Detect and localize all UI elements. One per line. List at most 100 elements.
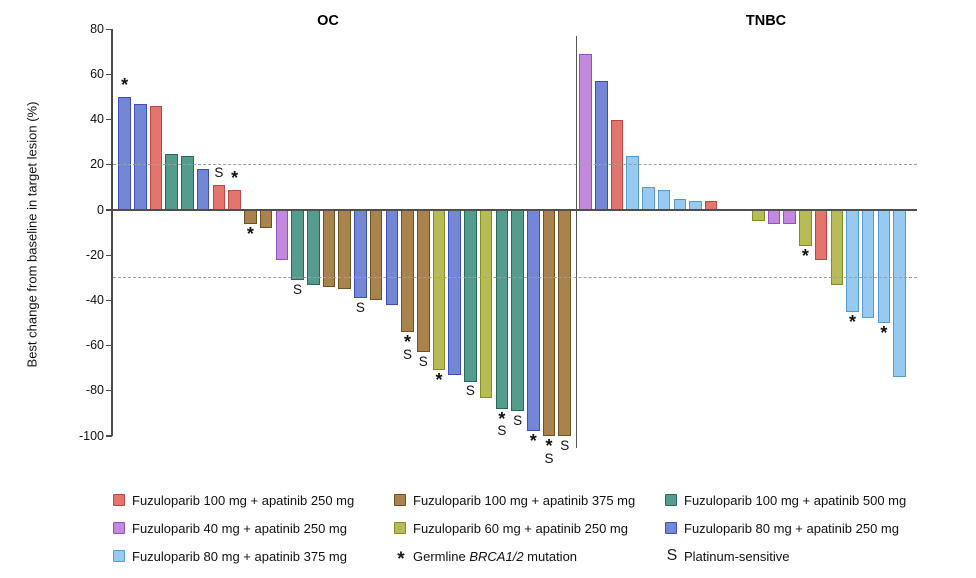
- bar-oc-13: [306, 210, 320, 285]
- y-tick-label: -100: [78, 428, 104, 443]
- platinum-sensitive-marker: S: [544, 450, 554, 466]
- bar-tnbc-21: [893, 210, 906, 378]
- bar-oc-23: [464, 210, 477, 382]
- legend-label: Fuzuloparib 60 mg + apatinib 250 mg: [413, 520, 628, 536]
- legend-swatch: [113, 494, 125, 506]
- bar-oc-6: [196, 169, 210, 210]
- brca-mutation-marker: *: [880, 323, 888, 343]
- legend-label: Fuzuloparib 100 mg + apatinib 375 mg: [413, 492, 636, 508]
- legend-label: Fuzuloparib 100 mg + apatinib 500 mg: [684, 492, 907, 508]
- platinum-sensitive-marker: S: [513, 412, 523, 428]
- panel-divider: [575, 36, 577, 448]
- bar-oc-20: [416, 210, 430, 353]
- bar-oc-3: [149, 106, 163, 210]
- y-tick: [105, 344, 113, 347]
- y-tick-label: -80: [85, 383, 104, 398]
- brca-mutation-marker: *: [246, 223, 254, 244]
- zero-baseline: [112, 209, 917, 211]
- y-tick-label: 80: [90, 21, 104, 36]
- y-tick-label: -20: [85, 247, 104, 262]
- legend-label: Fuzuloparib 80 mg + apatinib 250 mg: [684, 520, 899, 536]
- bar-oc-12: [291, 210, 304, 281]
- legend-item: Fuzuloparib 80 mg + apatinib 375 mg: [113, 548, 347, 564]
- legend-swatch: [394, 522, 406, 534]
- brca-mutation-marker: *: [404, 332, 412, 353]
- platinum-sensitive-marker: S: [497, 423, 507, 439]
- platinum-sensitive-marker: S: [465, 383, 475, 399]
- bar-oc-16: [354, 210, 367, 299]
- legend-label: Fuzuloparib 80 mg + apatinib 375 mg: [132, 548, 347, 564]
- y-tick: [105, 209, 113, 211]
- legend-label: Fuzuloparib 40 mg + apatinib 250 mg: [132, 520, 347, 536]
- bar-oc-7: [212, 185, 226, 210]
- y-tick-label: 0: [97, 202, 104, 217]
- bar-oc-14: [322, 210, 336, 287]
- platinum-sensitive-marker: S: [418, 353, 428, 369]
- bar-oc-19: [401, 210, 414, 333]
- y-tick-label: 40: [90, 112, 104, 127]
- brca-mutation-marker: *: [121, 75, 129, 95]
- bar-oc-27: [527, 210, 540, 432]
- legend-item: Fuzuloparib 100 mg + apatinib 375 mg: [394, 492, 635, 508]
- bar-oc-11: [275, 210, 289, 260]
- bar-oc-18: [385, 210, 399, 305]
- bar-tnbc-2: [595, 81, 608, 210]
- legend-item: Fuzuloparib 40 mg + apatinib 250 mg: [113, 520, 347, 536]
- bar-tnbc-19: [861, 210, 875, 319]
- bar-oc-9: [244, 210, 257, 224]
- bar-oc-10: [259, 210, 273, 229]
- bar-tnbc-1: [579, 54, 592, 210]
- platinum-sensitive-marker: S: [355, 299, 365, 315]
- legend-swatch: [665, 522, 677, 534]
- bar-oc-22: [448, 210, 461, 375]
- legend-label: Germline BRCA1/2 mutation: [413, 548, 578, 564]
- group-title-oc: OC: [317, 13, 339, 29]
- legend-item: Fuzuloparib 100 mg + apatinib 250 mg: [113, 492, 354, 508]
- platinum-sensitive-marker: S: [214, 165, 224, 181]
- legend-item: S Platinum-sensitive: [665, 548, 790, 564]
- y-axis-label: Best change from baseline in target lesi…: [24, 101, 40, 368]
- legend-item: Fuzuloparib 60 mg + apatinib 250 mg: [394, 520, 628, 536]
- y-tick: [105, 254, 113, 256]
- platinum-sensitive-marker: S: [666, 547, 678, 564]
- y-axis: [111, 29, 113, 436]
- bar-tnbc-17: [830, 210, 844, 285]
- group-title-tnbc: TNBC: [745, 13, 787, 29]
- brca-mutation-marker: *: [801, 246, 809, 267]
- y-tick-label: 60: [90, 66, 104, 81]
- bar-oc-8: [228, 189, 241, 210]
- legend-item: * Germline BRCA1/2 mutation: [394, 548, 578, 570]
- brca-mutation-marker: *: [545, 436, 553, 456]
- bar-tnbc-6: [657, 189, 671, 210]
- legend-swatch: [665, 494, 677, 506]
- bar-oc-28: [542, 210, 556, 436]
- bar-tnbc-15: [799, 210, 812, 247]
- legend-label: Platinum-sensitive: [684, 548, 790, 564]
- legend-swatch: [113, 550, 125, 562]
- brca-mutation-marker: *: [231, 167, 239, 188]
- legend-item: Fuzuloparib 100 mg + apatinib 500 mg: [665, 492, 906, 508]
- brca-mutation-marker: *: [529, 431, 537, 452]
- reference-line-20: [113, 164, 917, 166]
- brca-mutation-marker: *: [397, 549, 405, 570]
- bar-oc-1: [118, 97, 131, 210]
- bar-oc-21: [432, 210, 446, 371]
- y-tick: [105, 299, 113, 302]
- y-tick: [105, 118, 113, 121]
- brca-mutation-marker: *: [435, 370, 443, 391]
- bar-oc-17: [369, 210, 383, 301]
- brca-mutation-marker: *: [848, 311, 856, 332]
- bar-oc-2: [134, 103, 147, 210]
- legend-label: Fuzuloparib 100 mg + apatinib 250 mg: [132, 492, 355, 508]
- brca-mutation-marker: *: [498, 408, 506, 429]
- bar-oc-29: [558, 210, 572, 436]
- bar-tnbc-13: [767, 210, 781, 224]
- platinum-sensitive-marker: S: [403, 346, 413, 362]
- legend-item: Fuzuloparib 80 mg + apatinib 250 mg: [665, 520, 899, 536]
- bar-oc-24: [479, 210, 493, 398]
- platinum-sensitive-marker: S: [293, 281, 303, 297]
- platinum-sensitive-marker: S: [560, 437, 570, 453]
- y-tick: [105, 435, 113, 437]
- bar-tnbc-14: [783, 210, 796, 224]
- bar-oc-25: [495, 210, 509, 409]
